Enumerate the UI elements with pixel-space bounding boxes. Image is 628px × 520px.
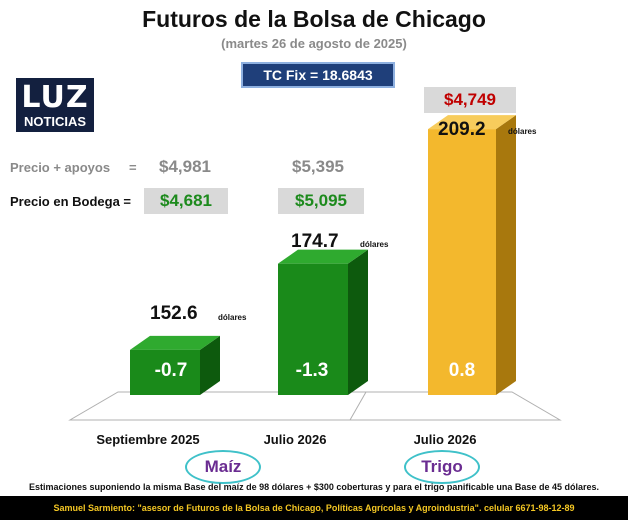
precio-bodega-value-sep2025: $4,681 [144, 188, 228, 214]
bar-1 [278, 263, 348, 395]
group-label-trigo: Trigo [404, 450, 480, 484]
bar-side-0 [200, 335, 220, 395]
luz-noticias-logo: LUZ NOTICIAS [16, 78, 94, 132]
bar-0 [130, 349, 200, 395]
logo-main-text: LUZ [21, 80, 89, 115]
bar-top-0 [130, 335, 220, 350]
value-label-sep2025: 152.6 [150, 303, 198, 324]
bar-label-jul2026-trigo: 0.8 [448, 360, 476, 381]
bar-2 [428, 129, 496, 395]
bar-side-1 [348, 249, 368, 395]
unit-label-jul2026-trigo: dólares [508, 127, 537, 136]
value-label-jul2026-maiz: 174.7 [291, 231, 339, 252]
bar-label-jul2026-maiz: -1.3 [295, 360, 329, 381]
footer-author: Samuel Sarmiento: [53, 503, 135, 513]
footer-text: "asesor de Futuros de la Bolsa de Chicag… [135, 503, 575, 513]
precio-apoyos-equals: = [129, 160, 137, 175]
footnote: Estimaciones suponiendo la misma Base de… [29, 482, 599, 492]
precio-bodega-value-jul2026: $5,095 [278, 188, 364, 214]
bar-label-sep2025: -0.7 [154, 360, 188, 381]
bar-side-2 [496, 115, 516, 396]
value-label-jul2026-trigo: 209.2 [438, 119, 486, 140]
logo-sub-text: NOTICIAS [23, 114, 87, 129]
exchange-rate-box: TC Fix = 18.6843 [241, 62, 395, 88]
precio-bodega-label: Precio en Bodega = [10, 194, 132, 209]
category-label-jul2026-trigo: Julio 2026 [413, 432, 477, 447]
footer-bar: Samuel Sarmiento: "asesor de Futuros de … [0, 496, 628, 520]
unit-label-jul2026-maiz: dólares [360, 240, 389, 249]
category-label-jul2026-maiz: Julio 2026 [263, 432, 327, 447]
chart-title: Futuros de la Bolsa de Chicago [142, 6, 486, 32]
chart-floor [68, 391, 562, 421]
precio-apoyos-value-sep2025: $4,981 [159, 157, 211, 176]
bar-top-2 [428, 115, 516, 130]
precio-apoyos-label: Precio + apoyos [10, 160, 111, 175]
precio-apoyos-value-jul2026: $5,395 [292, 157, 344, 176]
unit-label-sep2025: dólares [218, 313, 247, 322]
chart-subtitle: (martes 26 de agosto de 2025) [221, 36, 407, 51]
group-label-maiz: Maíz [185, 450, 261, 484]
bar-top-1 [278, 249, 368, 264]
floor-divider [349, 391, 367, 421]
category-label-sep2025: Septiembre 2025 [96, 432, 200, 447]
trigo-price-box: $4,749 [424, 87, 516, 113]
